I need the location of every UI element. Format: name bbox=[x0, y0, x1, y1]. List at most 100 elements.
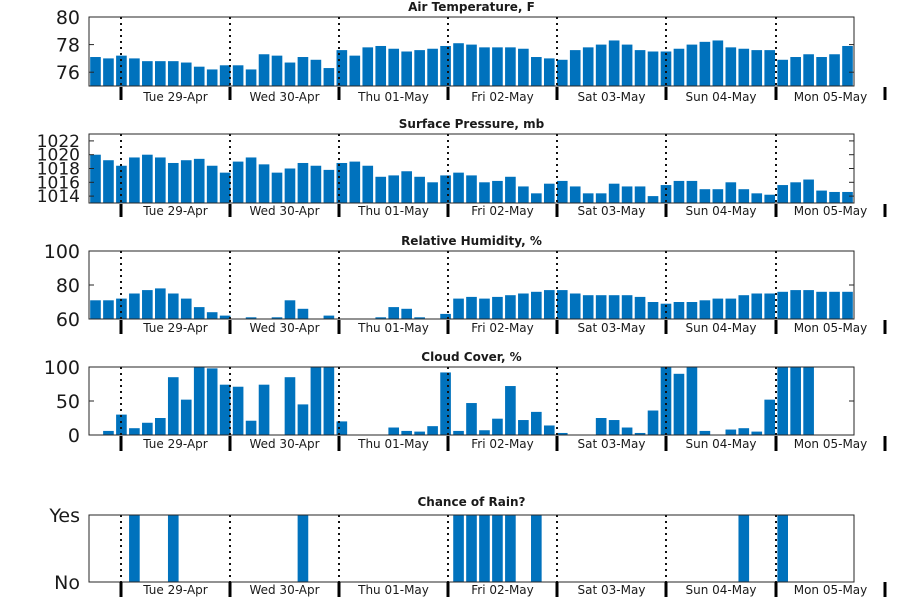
data-bar bbox=[699, 430, 711, 435]
data-bar bbox=[453, 43, 464, 86]
data-bar bbox=[388, 48, 400, 86]
data-bar bbox=[103, 58, 114, 86]
data-bar bbox=[647, 302, 659, 319]
data-bar bbox=[738, 515, 750, 582]
data-bar bbox=[388, 427, 400, 435]
data-bar bbox=[608, 183, 620, 203]
data-bar bbox=[608, 40, 620, 86]
data-bar bbox=[518, 293, 529, 319]
y-tick-label: 1020 bbox=[37, 146, 80, 166]
data-bar bbox=[310, 59, 322, 86]
data-bar bbox=[414, 176, 425, 203]
data-bar bbox=[816, 190, 827, 203]
y-tick-label: 100 bbox=[44, 241, 80, 263]
data-bar bbox=[518, 420, 529, 435]
data-bar bbox=[297, 404, 309, 435]
data-bar bbox=[608, 295, 620, 319]
data-bar bbox=[271, 172, 283, 203]
data-bar bbox=[142, 61, 153, 86]
y-tick-label: 0 bbox=[68, 425, 80, 447]
data-bar bbox=[142, 290, 153, 319]
data-bar bbox=[103, 300, 114, 319]
data-bar bbox=[167, 61, 179, 86]
data-bar bbox=[206, 312, 218, 319]
data-bar bbox=[673, 373, 685, 435]
data-bar bbox=[297, 308, 309, 319]
data-bar bbox=[323, 315, 335, 319]
data-bar bbox=[310, 165, 322, 203]
data-bar bbox=[764, 50, 776, 86]
data-bar bbox=[180, 399, 192, 435]
data-bar bbox=[608, 420, 620, 435]
data-bar bbox=[738, 428, 750, 435]
data-bar bbox=[505, 295, 516, 319]
data-bar bbox=[492, 47, 503, 86]
data-bar bbox=[518, 48, 529, 86]
data-bar bbox=[427, 182, 438, 203]
day-label: Sat 03-May bbox=[578, 583, 646, 597]
data-bar bbox=[790, 290, 801, 319]
data-bar bbox=[829, 291, 840, 319]
data-bar bbox=[440, 175, 451, 203]
data-bar bbox=[401, 308, 412, 319]
day-label: Wed 30-Apr bbox=[249, 90, 319, 104]
day-label: Sun 04-May bbox=[685, 90, 756, 104]
day-label: Wed 30-Apr bbox=[249, 583, 319, 597]
data-bar bbox=[427, 48, 438, 86]
data-bar bbox=[725, 298, 737, 319]
day-label: Sat 03-May bbox=[578, 90, 646, 104]
data-bar bbox=[621, 186, 633, 203]
day-label: Mon 05-May bbox=[794, 437, 868, 451]
data-bar bbox=[142, 154, 153, 203]
data-bar bbox=[582, 47, 594, 86]
data-bar bbox=[129, 157, 140, 203]
data-bar bbox=[245, 157, 257, 203]
data-bar bbox=[103, 160, 114, 203]
day-label: Thu 01-May bbox=[357, 583, 429, 597]
data-bar bbox=[284, 300, 296, 319]
data-bar bbox=[271, 55, 283, 86]
data-bar bbox=[738, 189, 750, 203]
data-bar bbox=[505, 386, 516, 435]
data-bar bbox=[842, 191, 853, 203]
data-bar bbox=[466, 515, 477, 582]
day-label: Thu 01-May bbox=[357, 90, 429, 104]
day-label: Sun 04-May bbox=[685, 437, 756, 451]
data-bar bbox=[219, 384, 231, 435]
y-tick-label: 80 bbox=[56, 7, 80, 29]
data-bar bbox=[375, 317, 387, 319]
chart-title: Chance of Rain? bbox=[417, 495, 525, 509]
data-bar bbox=[155, 418, 166, 435]
data-bar bbox=[556, 180, 568, 203]
day-label: Mon 05-May bbox=[794, 321, 868, 335]
data-bar bbox=[167, 515, 179, 582]
data-bar bbox=[829, 191, 840, 203]
data-bar bbox=[129, 428, 140, 435]
data-bar bbox=[323, 367, 335, 435]
data-bar bbox=[375, 176, 387, 203]
data-bar bbox=[803, 54, 814, 86]
day-label: Sat 03-May bbox=[578, 321, 646, 335]
data-bar bbox=[686, 367, 698, 435]
data-bar bbox=[245, 317, 257, 319]
day-label: Tue 29-Apr bbox=[142, 437, 207, 451]
data-bar bbox=[245, 69, 257, 86]
day-label: Mon 05-May bbox=[794, 583, 868, 597]
data-bar bbox=[453, 430, 464, 435]
day-label: Sat 03-May bbox=[578, 437, 646, 451]
data-bar bbox=[349, 55, 361, 86]
data-bar bbox=[531, 57, 542, 86]
data-bar bbox=[336, 421, 348, 435]
data-bar bbox=[453, 172, 464, 203]
data-bar bbox=[414, 431, 425, 435]
data-bar bbox=[284, 62, 296, 86]
data-bar bbox=[582, 193, 594, 203]
data-bar bbox=[531, 193, 542, 203]
data-bar bbox=[751, 431, 763, 435]
data-bar bbox=[414, 317, 425, 319]
data-bar bbox=[816, 57, 827, 86]
data-bar bbox=[764, 399, 776, 435]
data-bar bbox=[440, 313, 451, 319]
data-bar bbox=[751, 293, 763, 319]
